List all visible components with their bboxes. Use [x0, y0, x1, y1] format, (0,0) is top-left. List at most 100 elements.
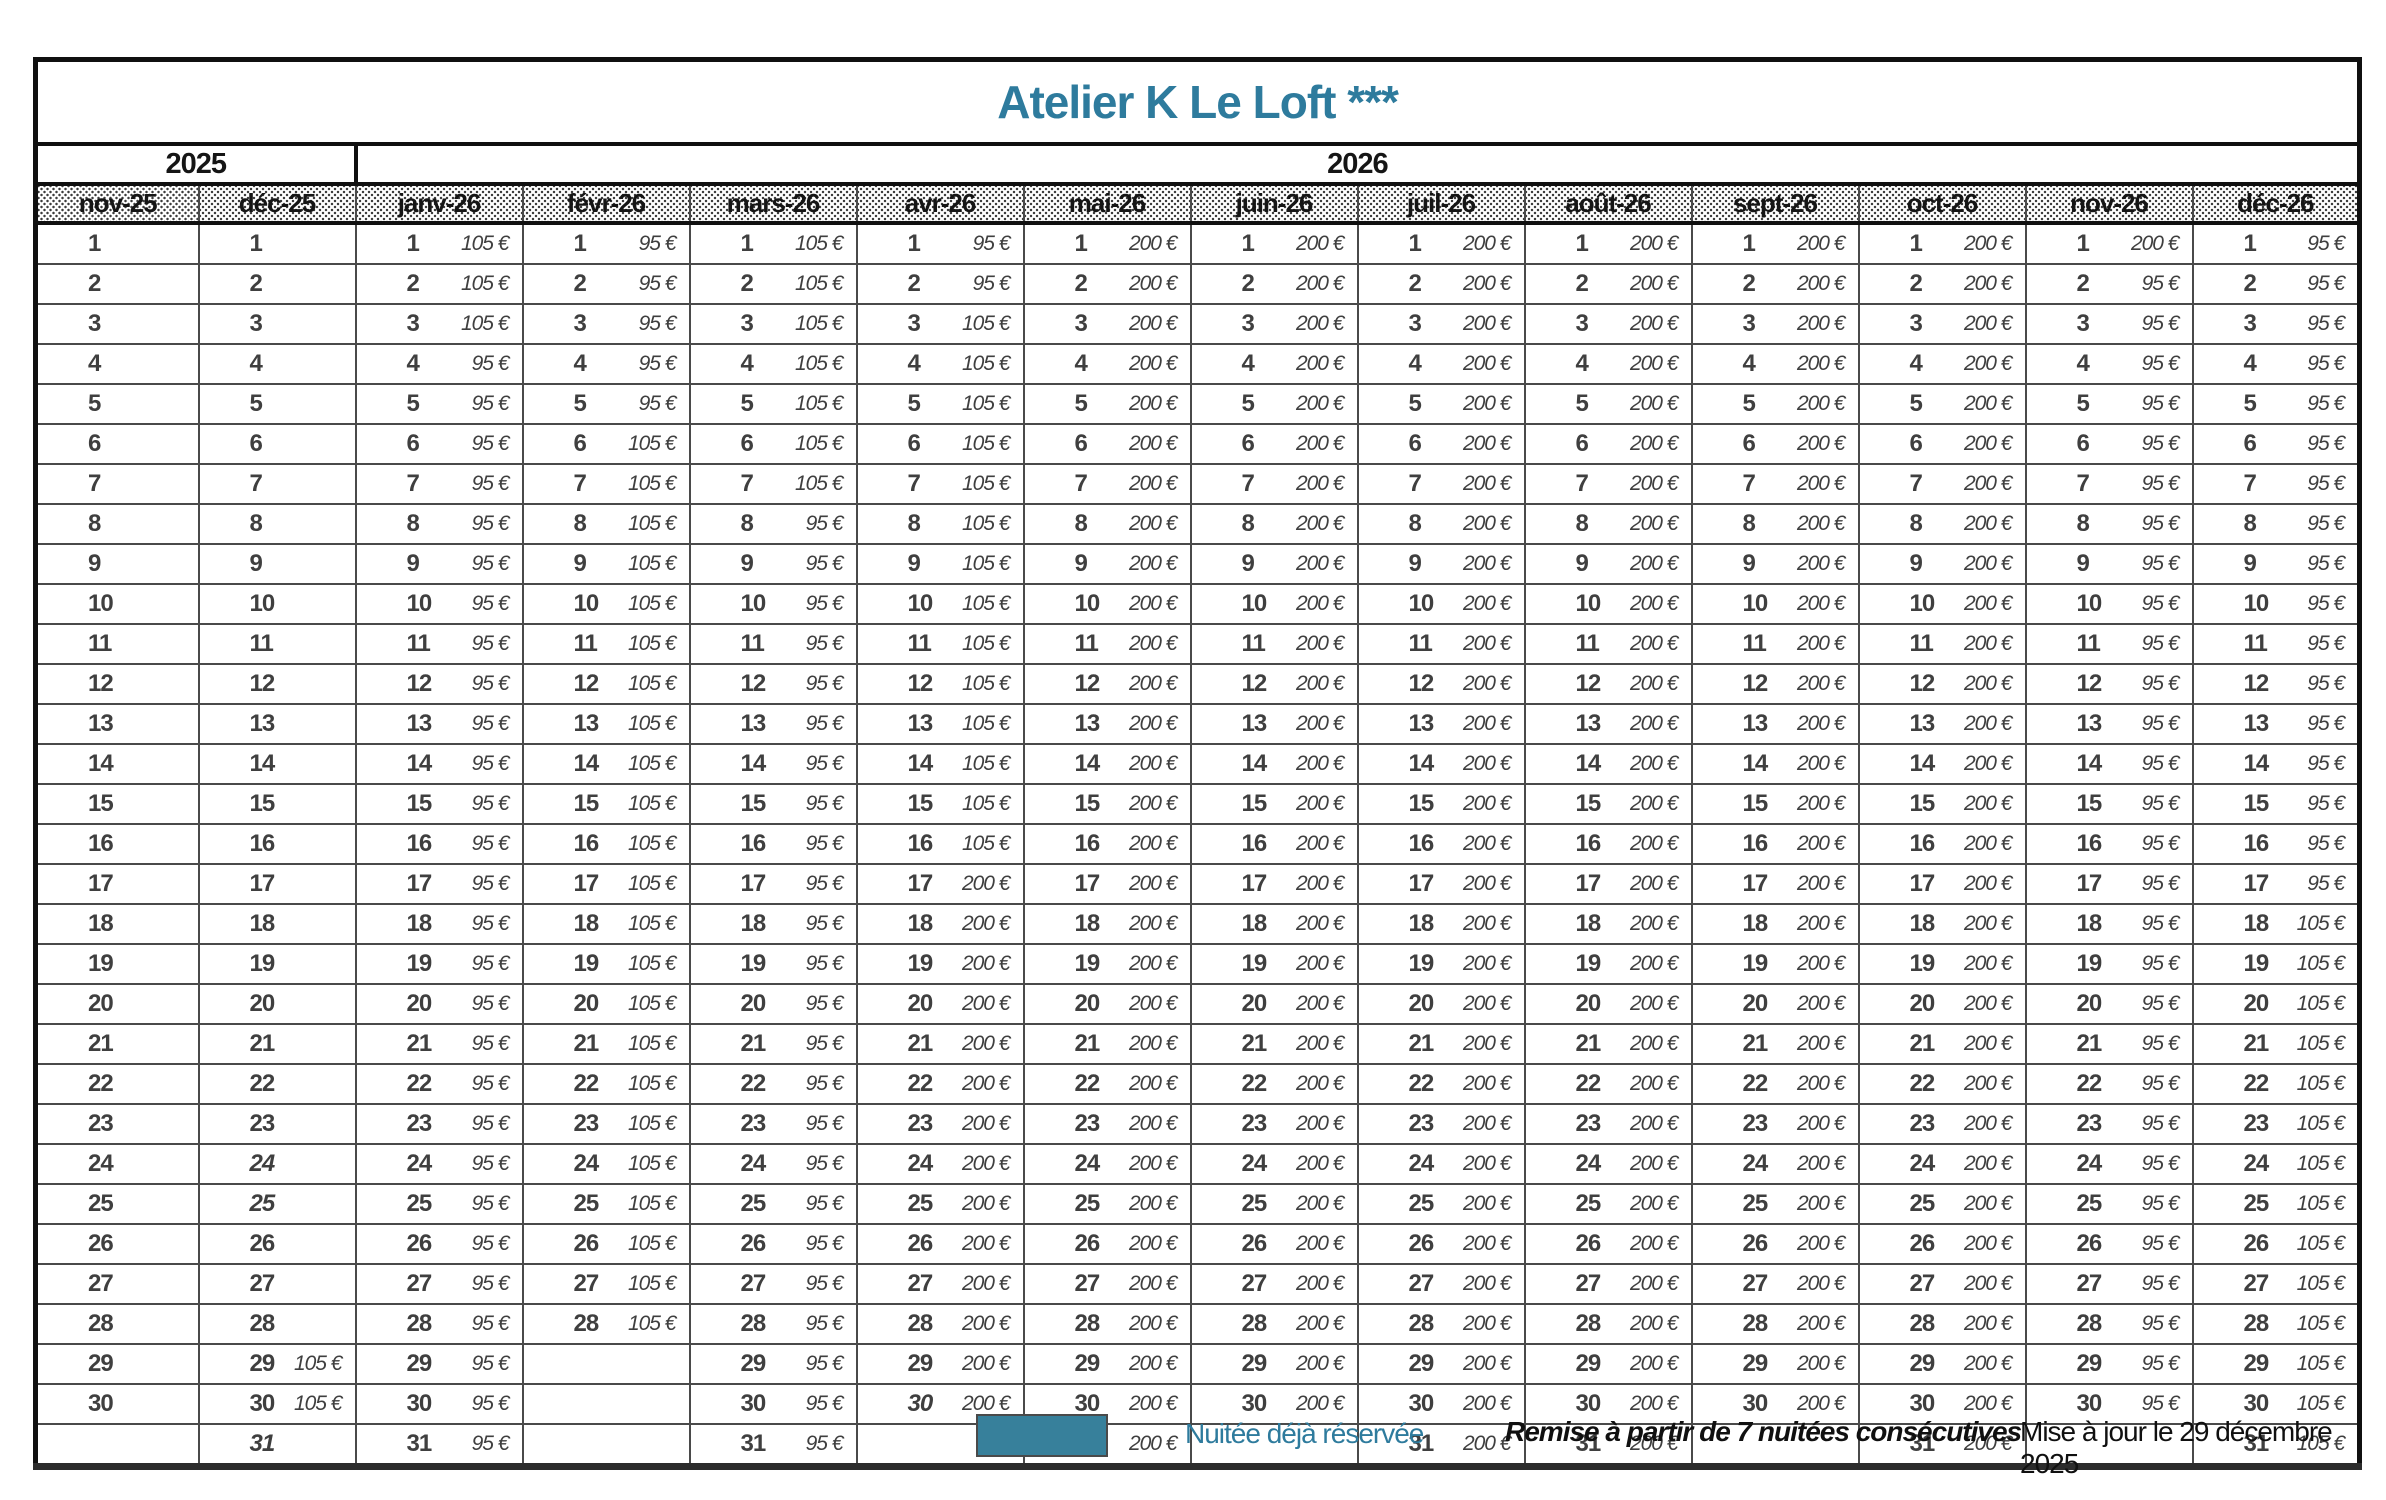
day-cell-janv-26-1[interactable]: 1 105 €	[354, 222, 524, 265]
day-cell-déc-26-26[interactable]: 26 105 €	[2191, 1223, 2361, 1265]
day-cell-mars-26-18[interactable]: 18 95 €	[688, 903, 858, 945]
day-cell-août-26-11[interactable]: 11 200 €	[1523, 623, 1693, 665]
day-cell-juin-26-15[interactable]: 15 200 €	[1189, 783, 1359, 825]
day-cell-oct-26-2[interactable]: 2 200 €	[1857, 263, 2027, 305]
day-cell-oct-26-29[interactable]: 29 200 €	[1857, 1343, 2027, 1385]
day-cell-mars-26-22[interactable]: 22 95 €	[688, 1063, 858, 1105]
day-cell-mai-26-9[interactable]: 9 200 €	[1022, 543, 1192, 585]
day-cell-août-26-28[interactable]: 28 200 €	[1523, 1303, 1693, 1345]
day-cell-août-26-18[interactable]: 18 200 €	[1523, 903, 1693, 945]
day-cell-déc-26-12[interactable]: 12 95 €	[2191, 663, 2361, 705]
day-cell-déc-25-19[interactable]: 19	[197, 943, 357, 985]
day-cell-déc-25-29[interactable]: 29 105 €	[197, 1343, 357, 1385]
day-cell-janv-26-25[interactable]: 25 95 €	[354, 1183, 524, 1225]
day-cell-nov-26-20[interactable]: 20 95 €	[2024, 983, 2194, 1025]
day-cell-juil-26-28[interactable]: 28 200 €	[1356, 1303, 1526, 1345]
day-cell-mai-26-28[interactable]: 28 200 €	[1022, 1303, 1192, 1345]
day-cell-août-26-29[interactable]: 29 200 €	[1523, 1343, 1693, 1385]
day-cell-juin-26-1[interactable]: 1 200 €	[1189, 222, 1359, 265]
day-cell-juil-26-8[interactable]: 8 200 €	[1356, 503, 1526, 545]
day-cell-mars-26-17[interactable]: 17 95 €	[688, 863, 858, 905]
day-cell-nov-26-27[interactable]: 27 95 €	[2024, 1263, 2194, 1305]
day-cell-juil-26-23[interactable]: 23 200 €	[1356, 1103, 1526, 1145]
day-cell-août-26-10[interactable]: 10 200 €	[1523, 583, 1693, 625]
day-cell-juin-26-21[interactable]: 21 200 €	[1189, 1023, 1359, 1065]
day-cell-janv-26-2[interactable]: 2 105 €	[354, 263, 524, 305]
day-cell-déc-25-7[interactable]: 7	[197, 463, 357, 505]
day-cell-août-26-6[interactable]: 6 200 €	[1523, 423, 1693, 465]
day-cell-oct-26-30[interactable]: 30 200 €	[1857, 1383, 2027, 1425]
day-cell-oct-26-28[interactable]: 28 200 €	[1857, 1303, 2027, 1345]
day-cell-mars-26-27[interactable]: 27 95 €	[688, 1263, 858, 1305]
day-cell-nov-25-10[interactable]: 10	[34, 583, 200, 625]
month-header-août-26[interactable]: août-26	[1523, 183, 1693, 225]
month-header-nov-26[interactable]: nov-26	[2024, 183, 2194, 225]
day-cell-nov-25-17[interactable]: 17	[34, 863, 200, 905]
day-cell-oct-26-20[interactable]: 20 200 €	[1857, 983, 2027, 1025]
day-cell-févr-26-27[interactable]: 27 105 €	[521, 1263, 691, 1305]
day-cell-mai-26-13[interactable]: 13 200 €	[1022, 703, 1192, 745]
day-cell-mai-26-17[interactable]: 17 200 €	[1022, 863, 1192, 905]
day-cell-mai-26-29[interactable]: 29 200 €	[1022, 1343, 1192, 1385]
day-cell-déc-26-5[interactable]: 5 95 €	[2191, 383, 2361, 425]
day-cell-août-26-16[interactable]: 16 200 €	[1523, 823, 1693, 865]
day-cell-avr-26-19[interactable]: 19 200 €	[855, 943, 1025, 985]
day-cell-sept-26-4[interactable]: 4 200 €	[1690, 343, 1860, 385]
day-cell-juin-26-26[interactable]: 26 200 €	[1189, 1223, 1359, 1265]
day-cell-mars-26-15[interactable]: 15 95 €	[688, 783, 858, 825]
day-cell-oct-26-31[interactable]: 31 200 €	[1857, 1423, 2027, 1470]
day-cell-juil-26-13[interactable]: 13 200 €	[1356, 703, 1526, 745]
day-cell-févr-26-4[interactable]: 4 95 €	[521, 343, 691, 385]
day-cell-mai-26-4[interactable]: 4 200 €	[1022, 343, 1192, 385]
day-cell-sept-26-6[interactable]: 6 200 €	[1690, 423, 1860, 465]
day-cell-mars-26-20[interactable]: 20 95 €	[688, 983, 858, 1025]
day-cell-sept-26-13[interactable]: 13 200 €	[1690, 703, 1860, 745]
day-cell-juin-26-14[interactable]: 14 200 €	[1189, 743, 1359, 785]
day-cell-sept-26-29[interactable]: 29 200 €	[1690, 1343, 1860, 1385]
day-cell-août-26-12[interactable]: 12 200 €	[1523, 663, 1693, 705]
day-cell-mai-26-8[interactable]: 8 200 €	[1022, 503, 1192, 545]
day-cell-sept-26-1[interactable]: 1 200 €	[1690, 222, 1860, 265]
day-cell-avr-26-23[interactable]: 23 200 €	[855, 1103, 1025, 1145]
day-cell-avr-26-14[interactable]: 14 105 €	[855, 743, 1025, 785]
day-cell-mai-26-10[interactable]: 10 200 €	[1022, 583, 1192, 625]
day-cell-avr-26-15[interactable]: 15 105 €	[855, 783, 1025, 825]
day-cell-oct-26-19[interactable]: 19 200 €	[1857, 943, 2027, 985]
day-cell-nov-25-22[interactable]: 22	[34, 1063, 200, 1105]
day-cell-juil-26-14[interactable]: 14 200 €	[1356, 743, 1526, 785]
day-cell-déc-26-6[interactable]: 6 95 €	[2191, 423, 2361, 465]
day-cell-mai-26-18[interactable]: 18 200 €	[1022, 903, 1192, 945]
day-cell-nov-25-1[interactable]: 1	[34, 222, 200, 265]
day-cell-nov-26-28[interactable]: 28 95 €	[2024, 1303, 2194, 1345]
day-cell-mai-26-16[interactable]: 16 200 €	[1022, 823, 1192, 865]
day-cell-avr-26-4[interactable]: 4 105 €	[855, 343, 1025, 385]
month-header-oct-26[interactable]: oct-26	[1857, 183, 2027, 225]
day-cell-déc-26-9[interactable]: 9 95 €	[2191, 543, 2361, 585]
day-cell-mars-26-12[interactable]: 12 95 €	[688, 663, 858, 705]
day-cell-sept-26-8[interactable]: 8 200 €	[1690, 503, 1860, 545]
day-cell-sept-26-12[interactable]: 12 200 €	[1690, 663, 1860, 705]
day-cell-mai-26-5[interactable]: 5 200 €	[1022, 383, 1192, 425]
day-cell-janv-26-13[interactable]: 13 95 €	[354, 703, 524, 745]
day-cell-oct-26-25[interactable]: 25 200 €	[1857, 1183, 2027, 1225]
day-cell-mars-26-9[interactable]: 9 95 €	[688, 543, 858, 585]
day-cell-mai-26-24[interactable]: 24 200 €	[1022, 1143, 1192, 1185]
day-cell-avr-26-1[interactable]: 1 95 €	[855, 222, 1025, 265]
day-cell-août-26-21[interactable]: 21 200 €	[1523, 1023, 1693, 1065]
day-cell-avr-26-26[interactable]: 26 200 €	[855, 1223, 1025, 1265]
day-cell-déc-26-16[interactable]: 16 95 €	[2191, 823, 2361, 865]
month-header-nov-25[interactable]: nov-25	[34, 183, 200, 225]
day-cell-déc-26-4[interactable]: 4 95 €	[2191, 343, 2361, 385]
day-cell-oct-26-23[interactable]: 23 200 €	[1857, 1103, 2027, 1145]
day-cell-mars-26-5[interactable]: 5 105 €	[688, 383, 858, 425]
day-cell-nov-25-11[interactable]: 11	[34, 623, 200, 665]
day-cell-août-26-5[interactable]: 5 200 €	[1523, 383, 1693, 425]
day-cell-août-26-26[interactable]: 26 200 €	[1523, 1223, 1693, 1265]
day-cell-nov-25-8[interactable]: 8	[34, 503, 200, 545]
day-cell-juin-26-7[interactable]: 7 200 €	[1189, 463, 1359, 505]
day-cell-mars-26-24[interactable]: 24 95 €	[688, 1143, 858, 1185]
day-cell-janv-26-6[interactable]: 6 95 €	[354, 423, 524, 465]
day-cell-mars-26-16[interactable]: 16 95 €	[688, 823, 858, 865]
day-cell-déc-25-1[interactable]: 1	[197, 222, 357, 265]
day-cell-sept-26-26[interactable]: 26 200 €	[1690, 1223, 1860, 1265]
